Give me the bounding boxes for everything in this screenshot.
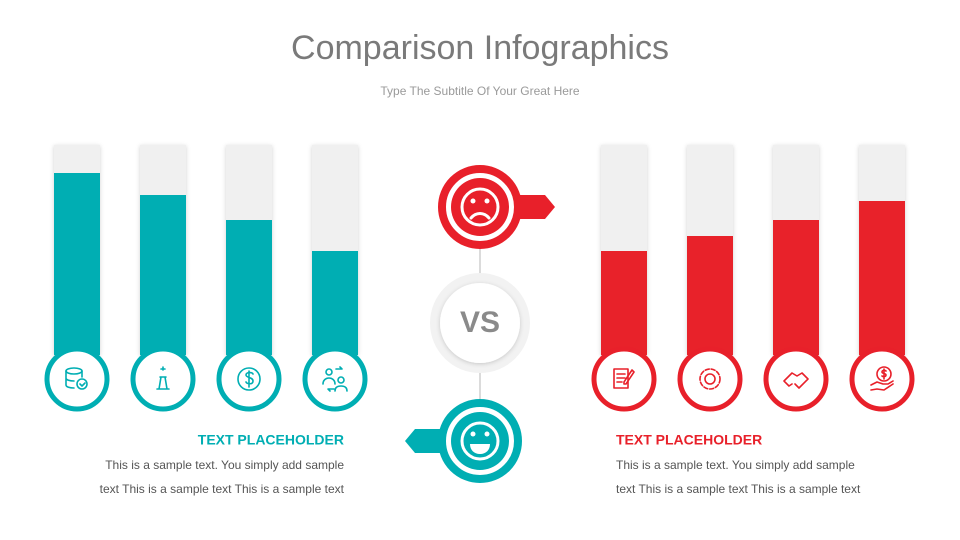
right-text: text This is a sample text This is a sam… (616, 482, 861, 496)
left-text: text This is a sample text This is a sam… (100, 482, 345, 496)
right-text: This is a sample text. You simply add sa… (616, 458, 855, 472)
right-bars (591, 145, 915, 412)
center-graphic: VS (405, 165, 555, 483)
subtitle: Type The Subtitle Of Your Great Here (380, 84, 580, 98)
title: Comparison Infographics (291, 29, 669, 67)
left-heading: TEXT PLACEHOLDER (198, 432, 344, 448)
vs-label: VS (460, 306, 500, 339)
right-heading: TEXT PLACEHOLDER (616, 432, 762, 448)
left-bars (44, 145, 368, 412)
left-text: This is a sample text. You simply add sa… (105, 458, 344, 472)
